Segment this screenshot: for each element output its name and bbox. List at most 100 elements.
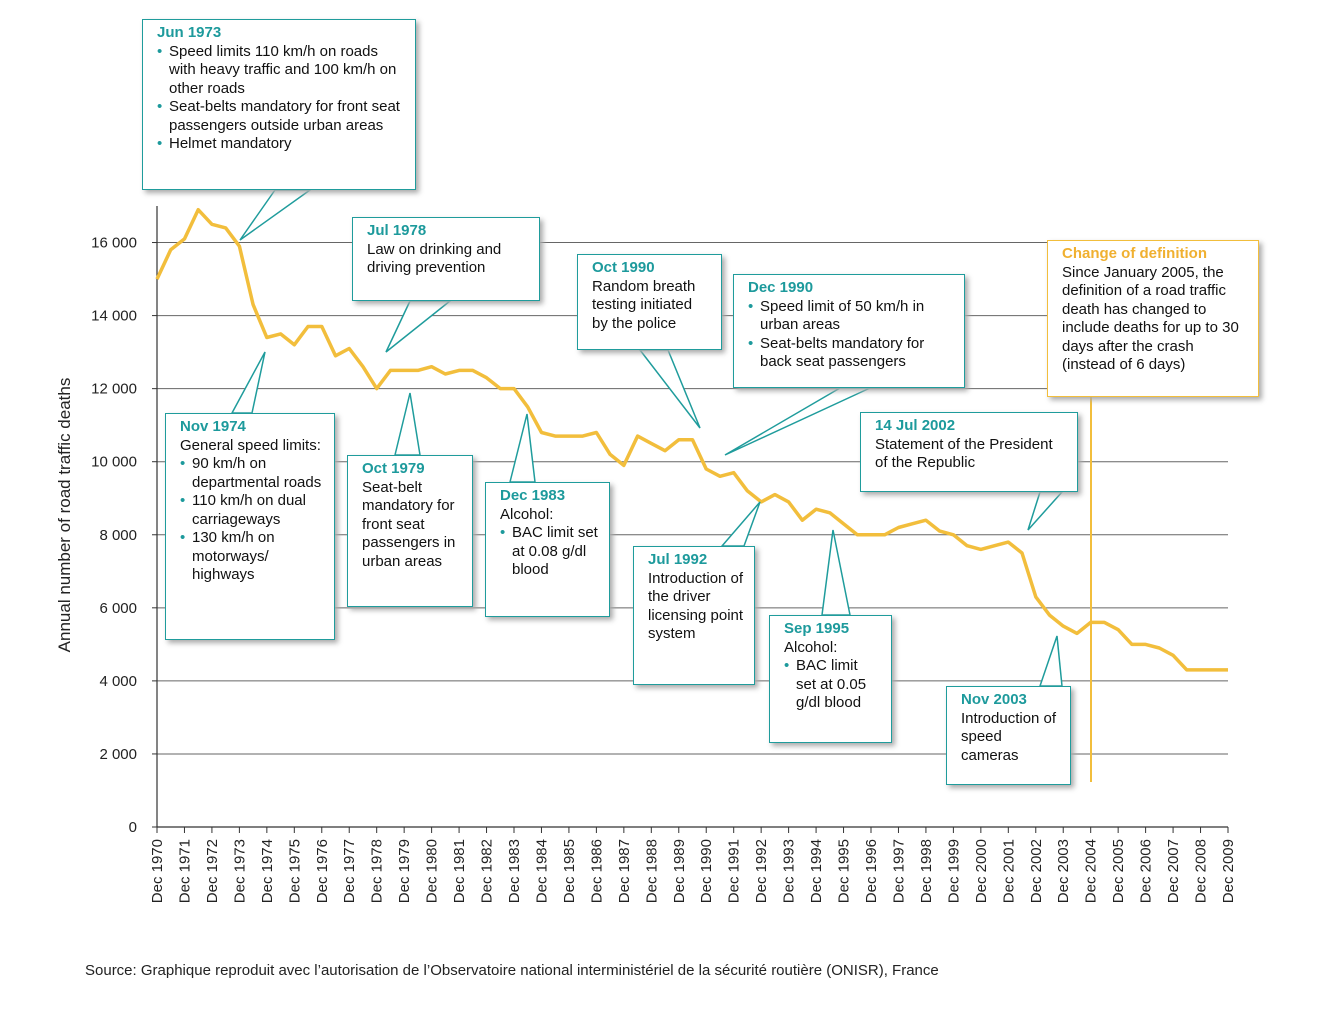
x-tick-label: Dec 1986 [588,839,605,903]
bullet: Helmet mandatory [157,135,405,154]
bullet: BAC limit set at 0.05 g/dl blood [784,657,881,713]
y-tick-label: 4 000 [99,673,137,690]
x-tick-label: Dec 1988 [643,839,660,903]
annotation: Oct 1990 Random breath testing initiated … [577,254,722,350]
y-tick-label: 8 000 [99,527,137,544]
y-axis-label: Annual number of road traffic deaths [55,378,74,653]
x-tick-label: Dec 1994 [808,839,825,903]
annotation-title: Jul 1978 [367,222,427,239]
x-tick-label: Dec 1992 [753,839,770,903]
x-tick-label: Dec 2007 [1165,839,1182,903]
callout-pointer [1027,491,1064,531]
x-tick-label: Dec 1998 [918,839,935,903]
annotation-text: Law on drinking and driving prevention [367,240,502,277]
x-tick-label: Dec 1983 [506,839,523,903]
x-tick-label: Dec 2001 [1000,839,1017,903]
x-tick-label: Dec 1981 [451,839,468,903]
annotation: Dec 1990 Speed limit of 50 km/h in urban … [733,274,965,388]
source: Source: Graphique reproduit avec l’autor… [85,962,939,979]
bullet-list: Speed limit of 50 km/h in urban areasSea… [748,298,954,372]
x-tick-label: Dec 2002 [1028,839,1045,903]
bullet-list: BAC limit set at 0.08 g/dl blood [500,524,599,580]
x-tick-label: Dec 1977 [341,839,358,903]
x-tick-label: Dec 2006 [1138,839,1155,903]
annotation: 14 Jul 2002 Statement of the President of… [860,412,1078,492]
x-tick-label: Dec 1978 [369,839,386,903]
y-tick-label: 14 000 [91,308,137,325]
x-tick-label: Dec 1991 [726,839,743,903]
callout-pointer [720,501,761,547]
x-tick-label: Dec 1973 [231,839,248,903]
x-tick-label: Dec 1993 [781,839,798,903]
annotation-title: Oct 1979 [362,460,425,477]
bullet: Speed limit of 50 km/h in urban areas [748,298,954,335]
x-tick-label: Dec 1999 [945,839,962,903]
callout-pointer [1038,635,1063,687]
bullet: Seat-belts mandatory for front seat pass… [157,98,405,135]
annotation-text: Alcohol: [784,638,838,656]
y-tick-label: 2 000 [99,746,137,763]
annotation-text: Introduction of the driver licensing poi… [648,569,744,643]
annotation-title: Nov 2003 [961,691,1027,708]
bullet-list: 90 km/h on departmental roads110 km/h on… [180,455,324,585]
bullet-list: BAC limit set at 0.05 g/dl blood [784,657,881,713]
annotation-text: General speed limits: [180,436,321,454]
callout-pointer [724,387,871,456]
annotation-title: Nov 1974 [180,418,246,435]
x-tick-label: Dec 1980 [424,839,441,903]
annotation-title: Dec 1990 [748,279,814,296]
x-tick-label: Dec 2005 [1110,839,1127,903]
annotation-text: Statement of the President of the Republ… [875,435,1053,472]
annotation: Jul 1992 Introduction of the driver licen… [633,546,755,685]
x-tick-label: Dec 2000 [973,839,990,903]
callout-pointer [638,349,701,429]
y-tick-label: 16 000 [91,235,137,252]
x-tick-label: Dec 1976 [314,839,331,903]
annotation-title: 14 Jul 2002 [875,417,956,434]
bullet-list: Speed limits 110 km/h on roads with heav… [157,43,405,154]
bullet: 110 km/h on dual carriageways [180,492,324,529]
annotation-text: Seat-belt mandatory for front seat passe… [362,478,456,570]
data-line [155,207,1228,672]
annotation-title: Oct 1990 [592,259,655,276]
x-tick-label: Dec 2009 [1220,839,1237,903]
annotation-title: Jul 1992 [648,551,708,568]
callout-pointer [394,392,421,456]
annotation: Nov 2003 Introduction of speed cameras [946,686,1071,785]
bullet: Speed limits 110 km/h on roads with heav… [157,43,405,99]
y-tick-label: 10 000 [91,454,137,471]
x-tick-label: Dec 1974 [259,839,276,903]
bullet: Seat-belts mandatory for back seat passe… [748,335,954,372]
x-tick-label: Dec 1971 [176,839,193,903]
annotation-text: Alcohol: [500,505,554,523]
annotation-title: Change of definition [1062,245,1207,262]
annotation: Jun 1973 Speed limits 110 km/h on roads w… [142,19,416,190]
x-tick-label: Dec 2004 [1083,839,1100,903]
x-tick-label: Dec 2008 [1193,839,1210,903]
annotation-title: Sep 1995 [784,620,850,637]
callout-pointer [230,351,266,414]
y-tick-label: 6 000 [99,600,137,617]
y-tick-label: 12 000 [91,381,137,398]
annotation-text: Random breath testing initiated by the p… [592,277,696,332]
x-tick-label: Dec 1990 [698,839,715,903]
x-tick-label: Dec 1987 [616,839,633,903]
bullet: BAC limit set at 0.08 g/dl blood [500,524,599,580]
x-tick-label: Dec 1989 [671,839,688,903]
x-tick-label: Dec 1996 [863,839,880,903]
callout-pointer [385,300,453,353]
annotation-text: Introduction of speed cameras [961,709,1057,764]
callout-pointer [509,413,536,483]
x-tick-label: Dec 1982 [479,839,496,903]
annotation-title: Dec 1983 [500,487,566,504]
x-tick-label: Dec 1979 [396,839,413,903]
annotation: Oct 1979 Seat-belt mandatory for front se… [347,455,473,607]
annotation: Change of definition Since January 2005, … [1047,240,1259,397]
x-tick-label: Dec 1997 [890,839,907,903]
x-tick-label: Dec 2003 [1055,839,1072,903]
